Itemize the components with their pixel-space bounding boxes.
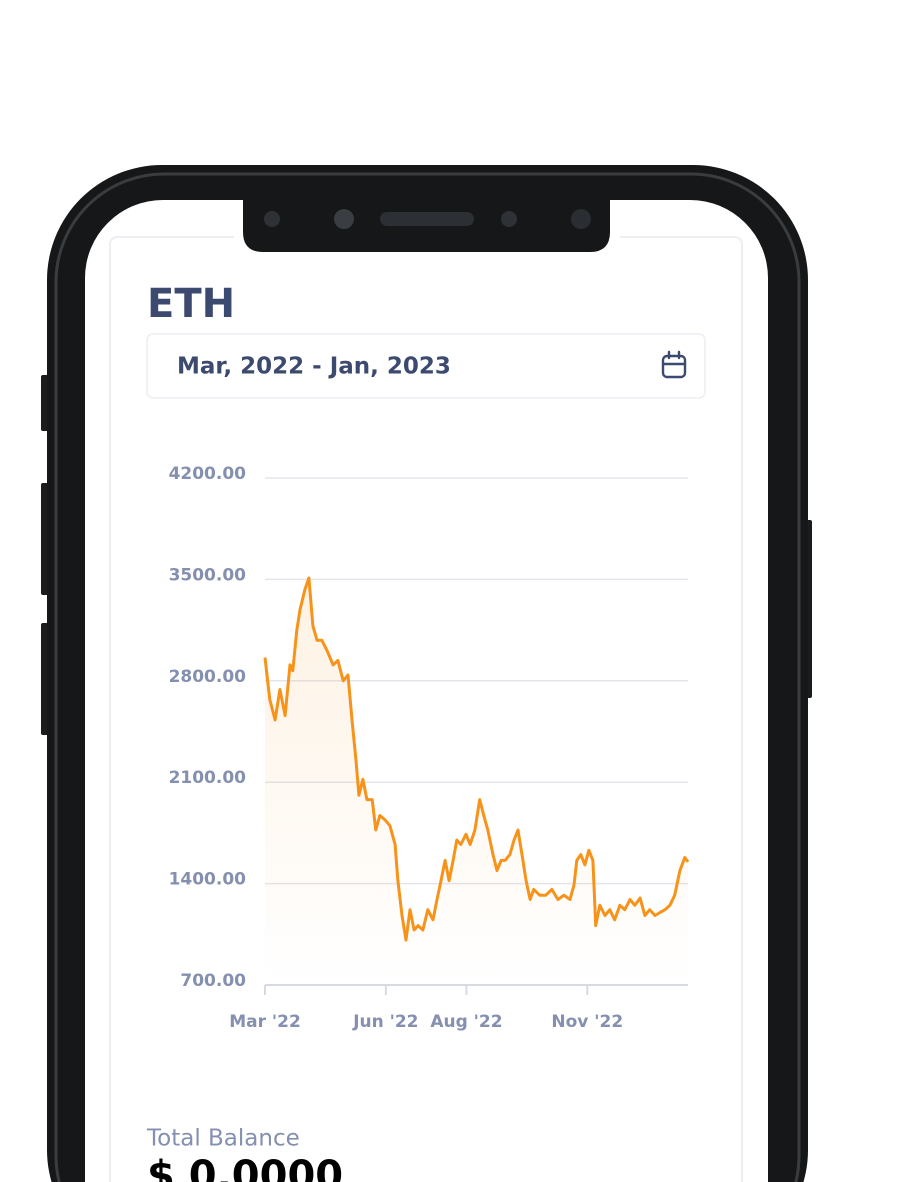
sensor	[334, 209, 354, 229]
balance-label: Total Balance	[146, 1126, 300, 1152]
speaker	[380, 212, 474, 226]
balance-value: $ 0.0000	[147, 1153, 343, 1182]
sensor	[264, 211, 280, 227]
coin-title: ETH	[147, 281, 235, 327]
price-area	[265, 578, 688, 985]
y-tick-label: 2800.00	[169, 667, 247, 687]
x-tick-label: Aug '22	[430, 1012, 502, 1032]
date-range: Mar, 2022 - Jan, 2023	[177, 354, 451, 380]
camera	[571, 209, 591, 229]
card-border	[620, 236, 743, 1182]
y-tick-label: 4200.00	[169, 464, 247, 484]
x-tick-label: Nov '22	[551, 1012, 623, 1032]
price-line	[263, 576, 690, 942]
card-border	[109, 236, 234, 1182]
y-tick-label: 700.00	[180, 971, 246, 991]
y-tick-label: 2100.00	[169, 768, 247, 788]
x-tick-label: Jun '22	[352, 1012, 418, 1032]
date-range-picker[interactable]	[146, 333, 706, 399]
calendar-icon[interactable]	[661, 350, 687, 379]
phone-bezel-edge	[54, 172, 801, 1182]
sensor	[501, 211, 517, 227]
y-tick-label: 3500.00	[169, 565, 247, 585]
price-chart: 700.00 1400.00 2100.00 2800.00 3500.00 4200.0…	[169, 464, 690, 1032]
x-tick-label: Mar '22	[229, 1012, 301, 1032]
y-tick-label: 1400.00	[169, 870, 247, 890]
